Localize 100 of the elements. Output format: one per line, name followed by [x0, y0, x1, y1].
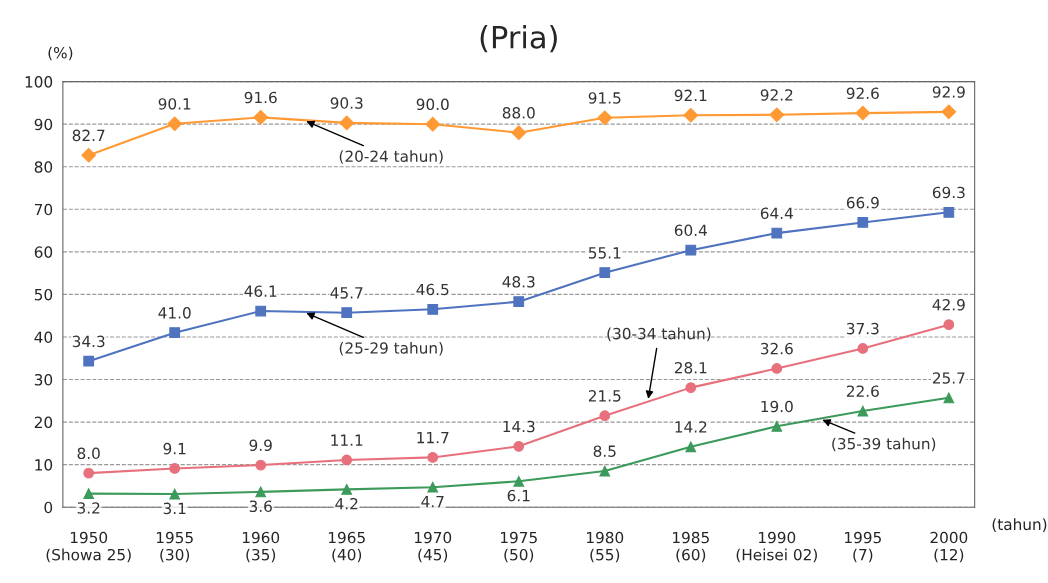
x-tick-label: 1950 (Showa 25)	[46, 531, 131, 563]
data-label: 9.9	[249, 439, 272, 452]
data-label: 92.1	[674, 89, 707, 102]
point	[513, 440, 525, 452]
data-label: 41.0	[158, 307, 191, 319]
data-label: 64.4	[760, 207, 793, 220]
data-label: 4.2	[335, 497, 358, 510]
point	[427, 481, 439, 493]
y-tick-label: 30	[34, 374, 53, 386]
y-tick-label: 70	[34, 203, 53, 216]
data-label: 90.0	[416, 98, 449, 111]
point	[255, 305, 267, 317]
data-label: 55.1	[588, 247, 621, 259]
data-label: 91.5	[588, 92, 621, 104]
point	[169, 463, 181, 474]
data-label: 19.0	[761, 400, 793, 413]
y-tick-label: 10	[35, 459, 53, 471]
point	[341, 454, 353, 466]
data-label: 9.1	[163, 442, 186, 455]
point	[943, 319, 955, 331]
data-label: 90.3	[330, 97, 363, 109]
point	[943, 392, 955, 404]
point	[857, 343, 869, 354]
point	[771, 363, 783, 374]
data-label: 22.6	[846, 385, 879, 397]
data-label: 21.5	[588, 390, 621, 402]
point	[341, 483, 353, 495]
point	[683, 107, 699, 123]
data-label: 42.9	[932, 299, 965, 311]
data-label: 90.1	[158, 98, 191, 110]
point	[339, 115, 355, 131]
x-tick-label: 1990 (Heisei 02)	[736, 531, 817, 563]
point	[685, 244, 697, 256]
y-tick-label: 0	[44, 501, 53, 514]
text: (30-34 tahun)	[607, 327, 711, 342]
point	[255, 459, 267, 471]
data-label: 60.4	[674, 224, 707, 237]
point	[943, 206, 955, 218]
y-tick-label: 90	[34, 118, 53, 131]
data-label: 3.1	[163, 502, 186, 515]
point	[425, 116, 441, 132]
data-label: 32.6	[760, 342, 793, 355]
data-label: 46.5	[416, 283, 449, 296]
point	[597, 110, 613, 126]
x-axis-title: (tahun)	[992, 518, 1047, 532]
data-label: 45.7	[330, 287, 363, 299]
point	[255, 486, 267, 498]
data-label: 48.3	[502, 276, 535, 288]
x-tick-label: 2000 (12)	[930, 531, 968, 563]
series-label: (20-24 tahun)	[339, 150, 443, 164]
point	[83, 355, 95, 367]
point	[513, 475, 525, 487]
point	[169, 327, 181, 339]
data-label: 3.6	[249, 500, 272, 513]
point	[253, 109, 269, 125]
x-tick-label: 1965 (40)	[328, 531, 365, 563]
x-tick-label: 1960 (35)	[242, 531, 280, 563]
point	[941, 104, 957, 120]
point	[341, 307, 353, 319]
data-label: 37.3	[846, 322, 879, 335]
data-label: 8.5	[593, 445, 616, 457]
data-label: 91.6	[244, 91, 277, 104]
data-label: 8.0	[77, 447, 100, 460]
point	[427, 452, 439, 463]
point	[685, 382, 697, 393]
point	[857, 405, 869, 417]
point	[513, 296, 525, 308]
point	[599, 267, 611, 279]
point	[771, 227, 783, 239]
data-label: 69.3	[932, 186, 965, 199]
y-tick-label: 40	[34, 331, 53, 343]
point	[167, 116, 183, 132]
data-label: 92.9	[932, 86, 965, 98]
data-label: 88.0	[502, 107, 535, 119]
chart-title: (Pria)	[480, 25, 557, 53]
x-tick-label: 1975 (50)	[501, 531, 537, 563]
point	[511, 125, 527, 141]
data-label: 82.7	[72, 129, 105, 142]
x-tick-label: 1955 (30)	[156, 531, 193, 563]
data-label: 14.2	[675, 421, 707, 433]
x-tick-label: 1980 (55)	[587, 531, 624, 563]
y-tick-label: 100	[25, 76, 53, 88]
point	[599, 465, 611, 477]
series-label: (35-39 tahun)	[832, 437, 936, 452]
point	[771, 420, 783, 432]
point	[769, 107, 785, 123]
point	[83, 488, 95, 499]
y-axis-title: (%)	[48, 46, 73, 61]
y-tick-label: 20	[34, 416, 53, 429]
data-label: 25.7	[932, 372, 965, 384]
x-tick-label: 1970 (45)	[414, 531, 452, 563]
data-label: 6.1	[507, 489, 530, 502]
data-label: 46.1	[244, 285, 277, 297]
point	[685, 441, 697, 453]
data-label: 28.1	[674, 361, 707, 374]
data-label: 4.7	[421, 496, 444, 508]
y-tick-label: 80	[34, 161, 53, 173]
data-label: 92.2	[760, 89, 793, 101]
series-label: (25-29 tahun)	[339, 341, 443, 356]
point	[81, 147, 97, 163]
